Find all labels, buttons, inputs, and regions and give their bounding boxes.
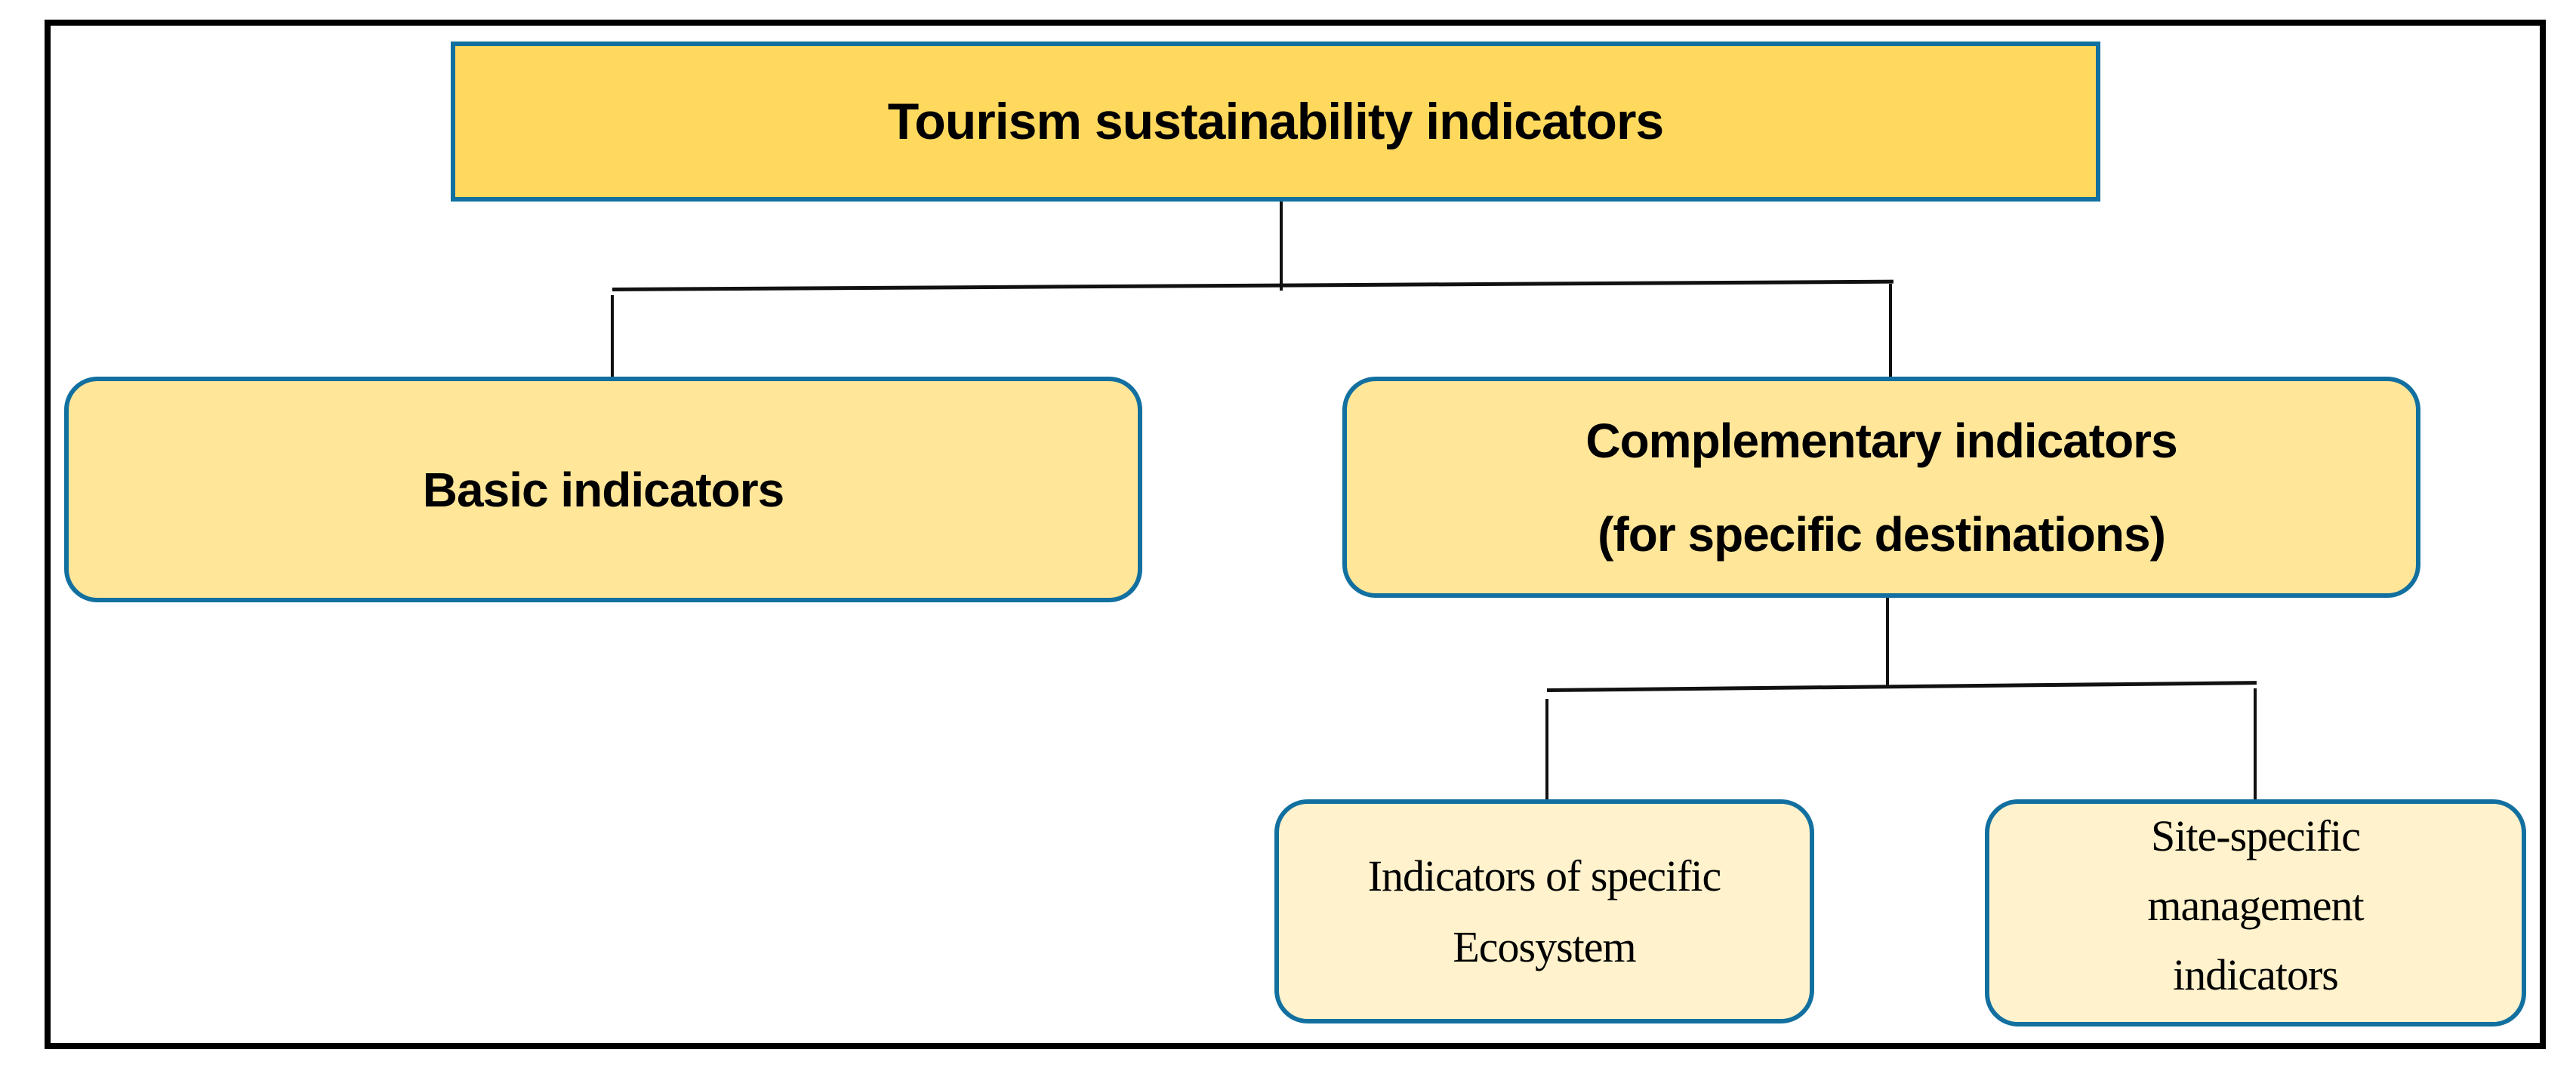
ecosystem-label-line2: Ecosystem <box>1453 922 1636 971</box>
connector-to-complementary <box>1889 284 1892 377</box>
diagram-frame <box>45 20 2546 1049</box>
site-label-line3: indicators <box>2173 950 2339 999</box>
site-label-line1: Site-specific <box>2151 811 2361 860</box>
complementary-label-line2: (for specific destinations) <box>1598 506 2166 562</box>
root-node-label: Tourism sustainability indicators <box>887 93 1665 150</box>
node-site-specific-management-indicators: Site-specific management indicators <box>1985 799 2526 1027</box>
connector-to-basic <box>611 295 614 381</box>
ecosystem-label-line1: Indicators of specific <box>1367 851 1722 900</box>
connector-to-site <box>2254 688 2257 801</box>
site-label-line2: management <box>2147 880 2364 930</box>
basic-indicators-label: Basic indicators <box>422 462 784 517</box>
node-ecosystem-indicators: Indicators of specific Ecosystem <box>1274 799 1814 1023</box>
connector-complementary-down <box>1886 598 1889 687</box>
root-node-tourism-sustainability-indicators: Tourism sustainability indicators <box>451 42 2100 202</box>
connector-to-ecosystem <box>1545 699 1548 801</box>
node-basic-indicators: Basic indicators <box>64 377 1142 602</box>
connector-root-down <box>1280 202 1283 291</box>
complementary-label-line1: Complementary indicators <box>1585 413 2177 468</box>
node-complementary-indicators: Complementary indicators (for specific d… <box>1342 377 2420 598</box>
